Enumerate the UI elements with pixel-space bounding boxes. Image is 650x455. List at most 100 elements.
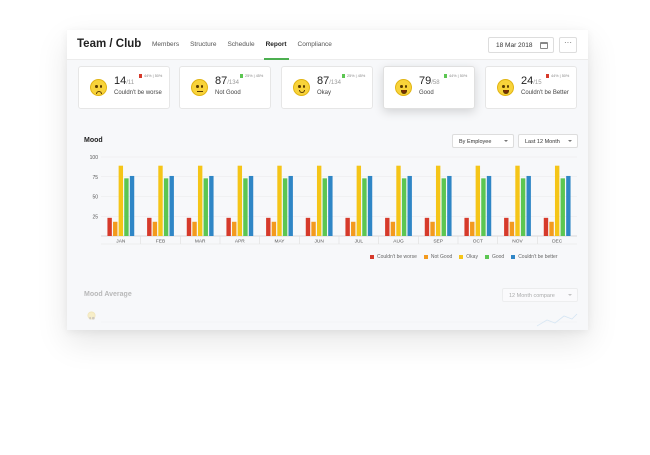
mood-card-trend-text: 25% | 45%: [245, 74, 264, 78]
legend-swatch: [484, 255, 489, 259]
legend-item[interactable]: Couldn't be worse: [370, 254, 417, 260]
bar-aug-4: [407, 175, 412, 236]
bar-mar-2: [197, 165, 203, 236]
mood-notgood-emoji-icon: [191, 79, 208, 96]
bar-jul-0: [345, 217, 350, 236]
bar-may-2: [277, 165, 282, 236]
mood-card-total: /15: [533, 80, 542, 86]
mood-card-worst[interactable]: 14/11 44% | 50% Couldn't be worse: [78, 66, 170, 109]
mood-card-trend: 44% | 50%: [444, 74, 467, 78]
bar-jan-4: [129, 175, 135, 236]
trend-up-icon: [444, 74, 447, 78]
bar-mar-4: [209, 175, 214, 236]
bar-sep-3: [441, 178, 446, 236]
bar-may-0: [266, 217, 271, 236]
bar-jul-2: [356, 165, 362, 236]
x-tick-label: NOV: [512, 239, 523, 245]
mood-card-count: 87: [215, 75, 228, 87]
mood-chart-title: Mood: [84, 137, 103, 144]
x-tick-label: JUL: [355, 239, 364, 245]
bar-aug-1: [390, 221, 396, 236]
legend-item[interactable]: Okay: [459, 254, 478, 260]
bar-apr-1: [232, 221, 237, 236]
period-filter-value: Last 12 Month: [525, 138, 560, 145]
bar-feb-4: [169, 175, 174, 236]
y-tick-label: 100: [90, 155, 99, 161]
mood-card-trend-text: 44% | 50%: [449, 74, 468, 78]
nav-schedule[interactable]: Schedule: [227, 41, 255, 48]
mood-card-notgood[interactable]: 87/134 25% | 45% Not Good: [179, 66, 271, 109]
nav-members[interactable]: Members: [152, 41, 180, 48]
bar-feb-3: [163, 178, 169, 236]
y-tick-label: 25: [92, 214, 98, 220]
bar-jan-2: [118, 165, 124, 236]
calendar-icon: [540, 42, 548, 49]
x-tick-label: JUN: [315, 239, 325, 245]
mood-card-better[interactable]: 24/15 44% | 50% Couldn't be Better: [485, 66, 577, 109]
bar-oct-0: [464, 217, 469, 236]
mood-card-label: Couldn't be worse: [114, 90, 162, 96]
legend-label: Good: [491, 254, 505, 260]
mood-card-okay[interactable]: 87/134 25% | 45% Okay: [281, 66, 373, 109]
mood-card-value: 87/134: [215, 75, 239, 87]
page-title: Team / Club: [77, 38, 142, 50]
trend-up-icon: [342, 74, 345, 78]
legend-item[interactable]: Couldn't be better: [511, 254, 558, 260]
mood-card-good[interactable]: 79/58 44% | 50% Good: [383, 66, 475, 109]
employee-filter-value: By Employee: [459, 138, 492, 145]
nav-compliance[interactable]: Compliance: [297, 41, 332, 48]
employee-filter-dropdown[interactable]: By Employee: [452, 134, 514, 148]
mood-card-trend-text: 44% | 50%: [551, 74, 570, 78]
mood-card-trend: 44% | 50%: [139, 74, 162, 78]
bar-mar-0: [186, 217, 192, 236]
mood-good-emoji-icon: [395, 79, 412, 96]
mood-card-trend-text: 44% | 50%: [144, 74, 163, 78]
bar-apr-2: [237, 165, 243, 236]
bar-aug-2: [396, 165, 401, 236]
date-picker[interactable]: 18 Mar 2018: [488, 37, 554, 53]
bar-jan-0: [107, 217, 112, 236]
bar-jun-0: [305, 217, 311, 236]
compare-filter-value: 12 Month compare: [509, 292, 555, 299]
compare-filter-dropdown[interactable]: 12 Month compare: [502, 288, 578, 302]
bar-mar-3: [203, 178, 208, 236]
bar-apr-4: [248, 175, 254, 236]
mood-card-value: 79/58: [419, 75, 440, 87]
mood-card-count: 24: [521, 75, 534, 87]
bar-may-3: [282, 178, 288, 236]
legend-swatch: [459, 255, 464, 259]
main-nav: Members Structure Schedule Report Compli…: [152, 41, 332, 60]
mood-card-count: 14: [114, 75, 127, 87]
legend-label: Couldn't be better: [518, 254, 558, 260]
mood-card-value: 24/15: [521, 75, 542, 87]
legend-item[interactable]: Not Good: [423, 254, 452, 260]
x-tick-label: JAN: [116, 239, 126, 245]
mood-card-value: 14/11: [114, 75, 134, 87]
bar-nov-0: [504, 217, 509, 236]
bar-dec-1: [549, 221, 554, 236]
bar-nov-4: [526, 175, 531, 236]
bar-sep-2: [435, 165, 441, 236]
bar-aug-0: [385, 217, 390, 236]
period-filter-dropdown[interactable]: Last 12 Month: [518, 134, 578, 148]
x-tick-label: OCT: [473, 239, 483, 245]
bar-nov-3: [520, 178, 526, 236]
bar-dec-4: [566, 175, 571, 236]
nav-structure[interactable]: Structure: [190, 41, 217, 48]
more-button[interactable]: ···: [559, 37, 577, 53]
bar-oct-4: [486, 175, 492, 236]
chevron-down-icon: [568, 140, 572, 142]
bar-sep-1: [430, 221, 435, 236]
bar-oct-2: [475, 165, 481, 236]
app-window: Team / Club Members Structure Schedule R…: [67, 30, 588, 330]
mood-better-emoji-icon: [497, 79, 514, 96]
legend-swatch: [511, 255, 516, 259]
legend-item[interactable]: Good: [484, 254, 505, 260]
mood-card-total: /58: [431, 80, 440, 86]
x-tick-label: SEP: [433, 239, 443, 245]
mood-card-label: Good: [419, 90, 434, 96]
nav-report[interactable]: Report: [263, 41, 289, 60]
bar-dec-3: [560, 178, 565, 236]
x-tick-label: AUG: [393, 239, 404, 245]
mood-card-count: 87: [317, 75, 330, 87]
